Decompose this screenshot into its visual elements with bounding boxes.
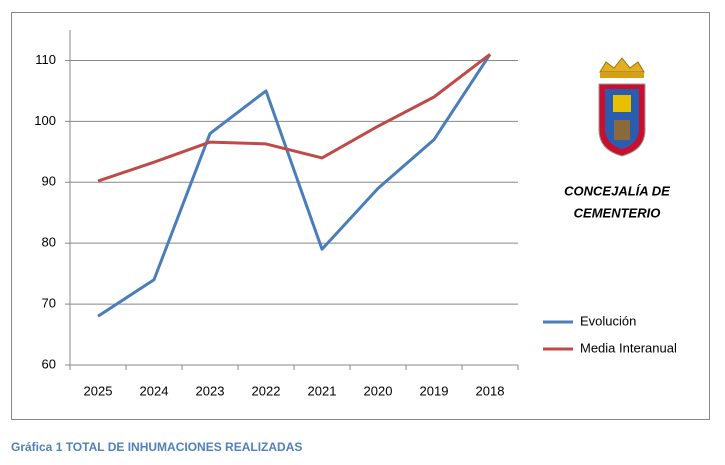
x-tick-label: 2022 [252,383,281,398]
x-tick-label: 2023 [196,383,225,398]
x-tick-label: 2020 [364,383,393,398]
y-tick-label: 100 [34,113,56,128]
legend-label: Evolución [580,313,636,328]
x-tick-label: 2021 [308,383,337,398]
y-tick-label: 90 [42,174,56,189]
x-tick-label: 2018 [476,383,505,398]
y-tick-label: 60 [42,356,56,371]
y-tick-label: 70 [42,296,56,311]
annotation: CEMENTERIO [574,205,661,220]
y-tick-label: 80 [42,235,56,250]
caption: Gráfica 1 TOTAL DE INHUMACIONES REALIZAD… [11,440,302,454]
legend-label: Media Interanual [580,340,677,355]
series-line [97,53,491,183]
logo [598,57,646,157]
series-line [97,53,492,318]
x-tick-label: 2024 [140,383,169,398]
chart-frame [11,12,710,420]
annotation: CONCEJALÍA DE [564,183,670,198]
x-tick-label: 2025 [84,383,113,398]
y-tick-label: 110 [35,52,56,67]
x-tick-label: 2019 [420,383,449,398]
